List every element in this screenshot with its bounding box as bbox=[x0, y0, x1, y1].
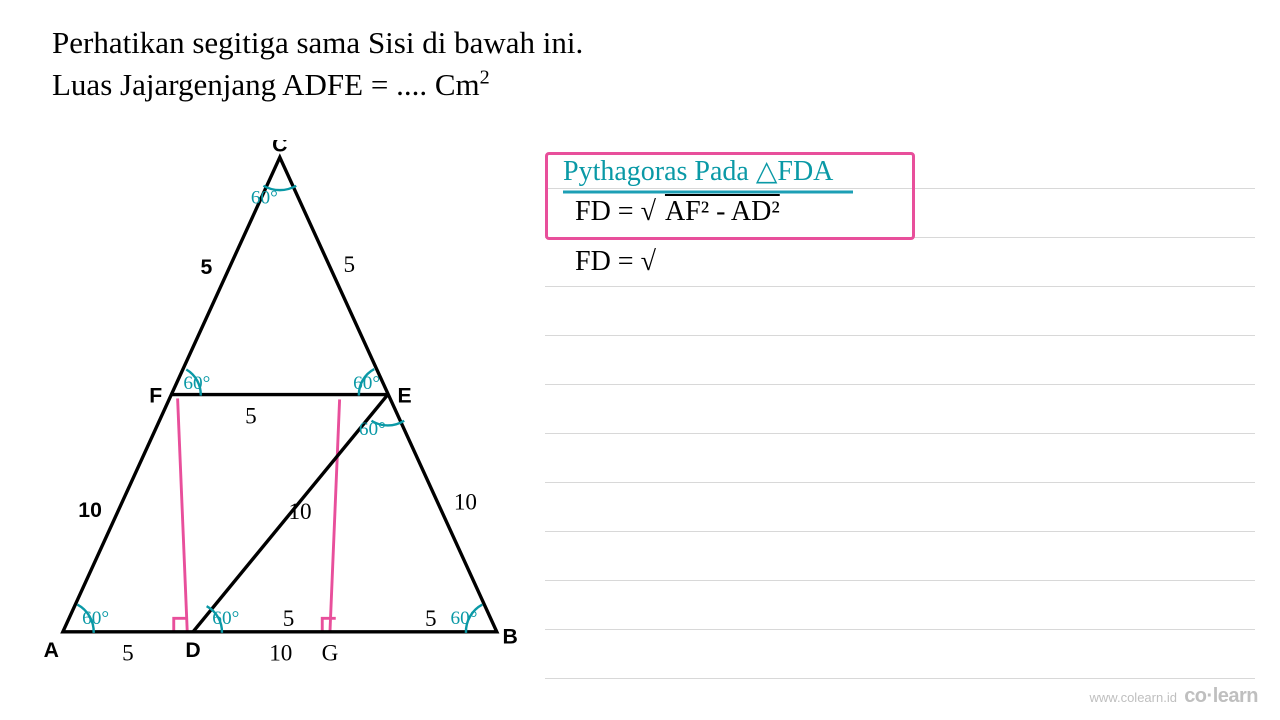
q-line1c: di bawah ini. bbox=[414, 25, 583, 60]
question-text: Perhatikan segitiga sama Sisi di bawah i… bbox=[52, 22, 583, 106]
q-line1b: Sisi bbox=[368, 25, 415, 60]
dim-DB: 10 bbox=[269, 641, 292, 667]
ruled-line bbox=[545, 482, 1255, 483]
ruled-line bbox=[545, 678, 1255, 679]
dim-GB: 5 bbox=[425, 606, 437, 632]
label-E: E bbox=[397, 384, 411, 407]
ruled-line bbox=[545, 286, 1255, 287]
eq1a: FD = √ bbox=[575, 196, 656, 227]
ruled-line bbox=[545, 629, 1255, 630]
dim-CF: 5 bbox=[201, 256, 213, 279]
eq1b: AF² - AD² bbox=[663, 196, 780, 227]
label-F: F bbox=[149, 384, 162, 407]
label-B: B bbox=[503, 625, 518, 648]
note-title: Pythagoras Pada △FDA bbox=[563, 154, 833, 188]
ruled-line bbox=[545, 531, 1255, 532]
angle-F: 60° bbox=[183, 373, 210, 394]
angle-C: 60° bbox=[251, 188, 278, 209]
watermark: www.colearn.id co·learn bbox=[1090, 685, 1258, 708]
angle-A: 60° bbox=[82, 608, 109, 629]
dim-EB: 10 bbox=[454, 489, 477, 515]
angle-E-bot: 60° bbox=[359, 419, 386, 440]
ruled-line bbox=[545, 335, 1255, 336]
triangle-diagram: A B C F E D G 5 10 5 5 10 10 5 10 5 5 60… bbox=[10, 140, 540, 680]
note-eq2: FD = √ bbox=[575, 246, 656, 278]
q-line1a: Perhatikan segitiga sama bbox=[52, 25, 368, 60]
q-line2-sup: 2 bbox=[480, 67, 490, 89]
dim-DG: 5 bbox=[283, 606, 295, 632]
label-G: G bbox=[322, 641, 339, 667]
ruled-line bbox=[545, 433, 1255, 434]
note-eq1: FD = √ AF² - AD² bbox=[575, 196, 780, 228]
notes-area: Pythagoras Pada △FDA FD = √ AF² - AD² FD… bbox=[545, 140, 1255, 700]
label-A: A bbox=[44, 639, 59, 662]
dim-ED: 10 bbox=[289, 499, 312, 525]
ruled-line bbox=[545, 384, 1255, 385]
angle-arcs bbox=[77, 186, 482, 633]
angle-E-top: 60° bbox=[353, 373, 380, 394]
angle-D: 60° bbox=[212, 608, 239, 629]
angle-B: 60° bbox=[451, 608, 478, 629]
altitudes bbox=[174, 398, 340, 631]
label-C: C bbox=[272, 140, 287, 157]
watermark-small: www.colearn.id bbox=[1090, 690, 1177, 705]
ruled-line bbox=[545, 580, 1255, 581]
q-line2a: Luas Jajargenjang ADFE = .... Cm bbox=[52, 67, 480, 102]
dim-FA: 10 bbox=[78, 499, 102, 522]
label-D: D bbox=[185, 639, 200, 662]
watermark-big: co·learn bbox=[1184, 685, 1258, 707]
dim-CE: 5 bbox=[343, 252, 355, 278]
dim-FE: 5 bbox=[245, 404, 257, 430]
dim-AD: 5 bbox=[122, 641, 134, 667]
